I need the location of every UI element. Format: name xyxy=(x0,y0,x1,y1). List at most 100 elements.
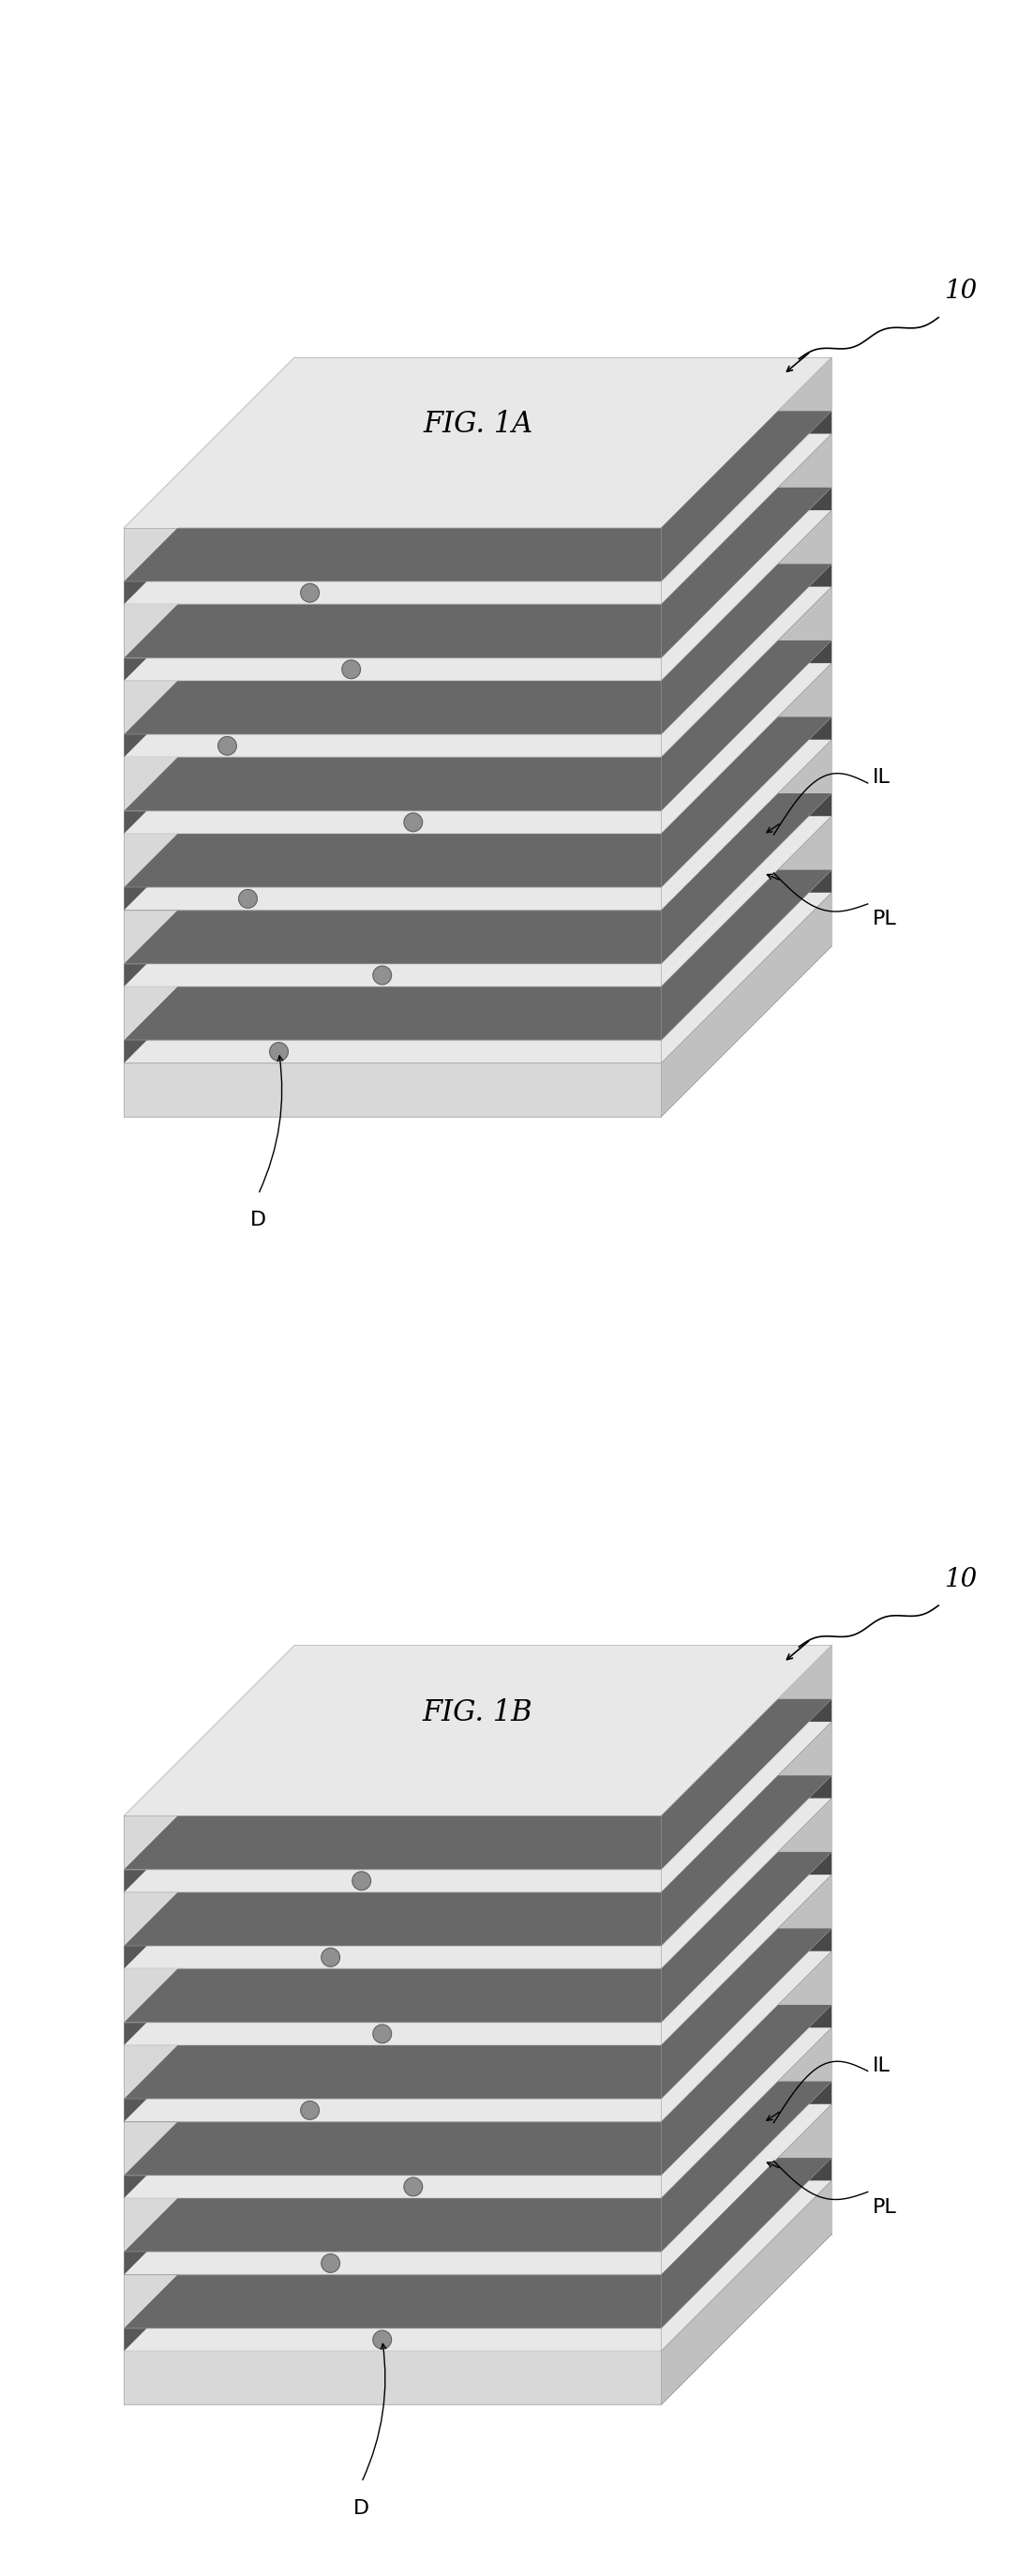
Polygon shape xyxy=(124,2329,661,2352)
Polygon shape xyxy=(661,587,832,811)
Circle shape xyxy=(352,1873,371,1891)
Polygon shape xyxy=(124,1870,661,1893)
Polygon shape xyxy=(661,739,832,963)
Polygon shape xyxy=(661,1852,832,2045)
Polygon shape xyxy=(661,2105,832,2329)
Circle shape xyxy=(404,2177,422,2197)
Polygon shape xyxy=(124,1798,832,1968)
Text: IL: IL xyxy=(873,2056,890,2076)
Polygon shape xyxy=(124,835,661,886)
Polygon shape xyxy=(124,605,661,657)
Circle shape xyxy=(373,966,392,984)
Polygon shape xyxy=(661,2159,832,2352)
Polygon shape xyxy=(661,1798,832,2022)
Polygon shape xyxy=(661,662,832,886)
Polygon shape xyxy=(124,564,832,734)
Polygon shape xyxy=(124,528,661,582)
Circle shape xyxy=(218,737,237,755)
Polygon shape xyxy=(661,2081,832,2275)
Polygon shape xyxy=(124,793,832,963)
Polygon shape xyxy=(124,1064,661,1118)
Polygon shape xyxy=(661,433,832,657)
Polygon shape xyxy=(661,1646,832,1870)
Polygon shape xyxy=(124,2174,661,2197)
Polygon shape xyxy=(124,641,832,811)
Polygon shape xyxy=(124,433,832,605)
Polygon shape xyxy=(124,2352,661,2406)
Text: IL: IL xyxy=(873,768,890,788)
Polygon shape xyxy=(661,1775,832,1968)
Polygon shape xyxy=(124,739,832,909)
Circle shape xyxy=(404,814,422,832)
Polygon shape xyxy=(661,2004,832,2197)
Polygon shape xyxy=(124,886,661,909)
Polygon shape xyxy=(661,1929,832,2123)
Polygon shape xyxy=(661,793,832,987)
Polygon shape xyxy=(124,2081,832,2251)
Polygon shape xyxy=(124,2022,661,2045)
Polygon shape xyxy=(124,582,661,605)
Polygon shape xyxy=(124,1816,661,1870)
Polygon shape xyxy=(124,2275,661,2329)
Polygon shape xyxy=(124,811,661,835)
Polygon shape xyxy=(124,2123,661,2174)
Text: D: D xyxy=(353,2499,370,2517)
Polygon shape xyxy=(661,564,832,757)
Polygon shape xyxy=(124,1852,832,2022)
Polygon shape xyxy=(124,1775,832,1945)
Polygon shape xyxy=(124,662,832,835)
Polygon shape xyxy=(661,871,832,1064)
Text: FIG. 1A: FIG. 1A xyxy=(422,410,533,438)
Polygon shape xyxy=(661,2179,832,2406)
Polygon shape xyxy=(124,1950,832,2123)
Circle shape xyxy=(373,2331,392,2349)
Polygon shape xyxy=(124,757,661,811)
Polygon shape xyxy=(124,1893,661,1945)
Circle shape xyxy=(321,2254,340,2272)
Circle shape xyxy=(321,1947,340,1965)
Polygon shape xyxy=(124,412,832,582)
Polygon shape xyxy=(124,909,661,963)
Polygon shape xyxy=(124,510,832,680)
Circle shape xyxy=(270,1043,288,1061)
Polygon shape xyxy=(124,1929,832,2099)
Polygon shape xyxy=(124,716,832,886)
Polygon shape xyxy=(124,871,832,1041)
Polygon shape xyxy=(124,657,661,680)
Polygon shape xyxy=(124,1945,661,1968)
Polygon shape xyxy=(124,2179,832,2352)
Text: D: D xyxy=(250,1211,267,1229)
Polygon shape xyxy=(661,1700,832,1893)
Polygon shape xyxy=(124,2027,832,2197)
Polygon shape xyxy=(661,1721,832,1945)
Circle shape xyxy=(373,2025,392,2043)
Polygon shape xyxy=(124,2251,661,2275)
Polygon shape xyxy=(124,2099,661,2123)
Circle shape xyxy=(239,889,257,909)
Polygon shape xyxy=(661,1875,832,2099)
Polygon shape xyxy=(124,487,832,657)
Polygon shape xyxy=(661,510,832,734)
Polygon shape xyxy=(124,1646,832,1816)
Polygon shape xyxy=(124,2004,832,2174)
Circle shape xyxy=(301,2102,319,2120)
Polygon shape xyxy=(661,716,832,909)
Polygon shape xyxy=(124,1041,661,1064)
Polygon shape xyxy=(124,1875,832,2045)
Polygon shape xyxy=(124,358,832,528)
Polygon shape xyxy=(124,680,661,734)
Circle shape xyxy=(342,659,361,677)
Text: 10: 10 xyxy=(944,278,976,304)
Polygon shape xyxy=(124,587,832,757)
Polygon shape xyxy=(124,1721,832,1893)
Polygon shape xyxy=(124,1968,661,2022)
Polygon shape xyxy=(124,987,661,1041)
Polygon shape xyxy=(661,641,832,835)
Polygon shape xyxy=(124,817,832,987)
Polygon shape xyxy=(124,2045,661,2099)
Polygon shape xyxy=(124,2159,832,2329)
Polygon shape xyxy=(661,412,832,605)
Polygon shape xyxy=(124,891,832,1064)
Text: PL: PL xyxy=(873,909,897,930)
Polygon shape xyxy=(661,1950,832,2174)
